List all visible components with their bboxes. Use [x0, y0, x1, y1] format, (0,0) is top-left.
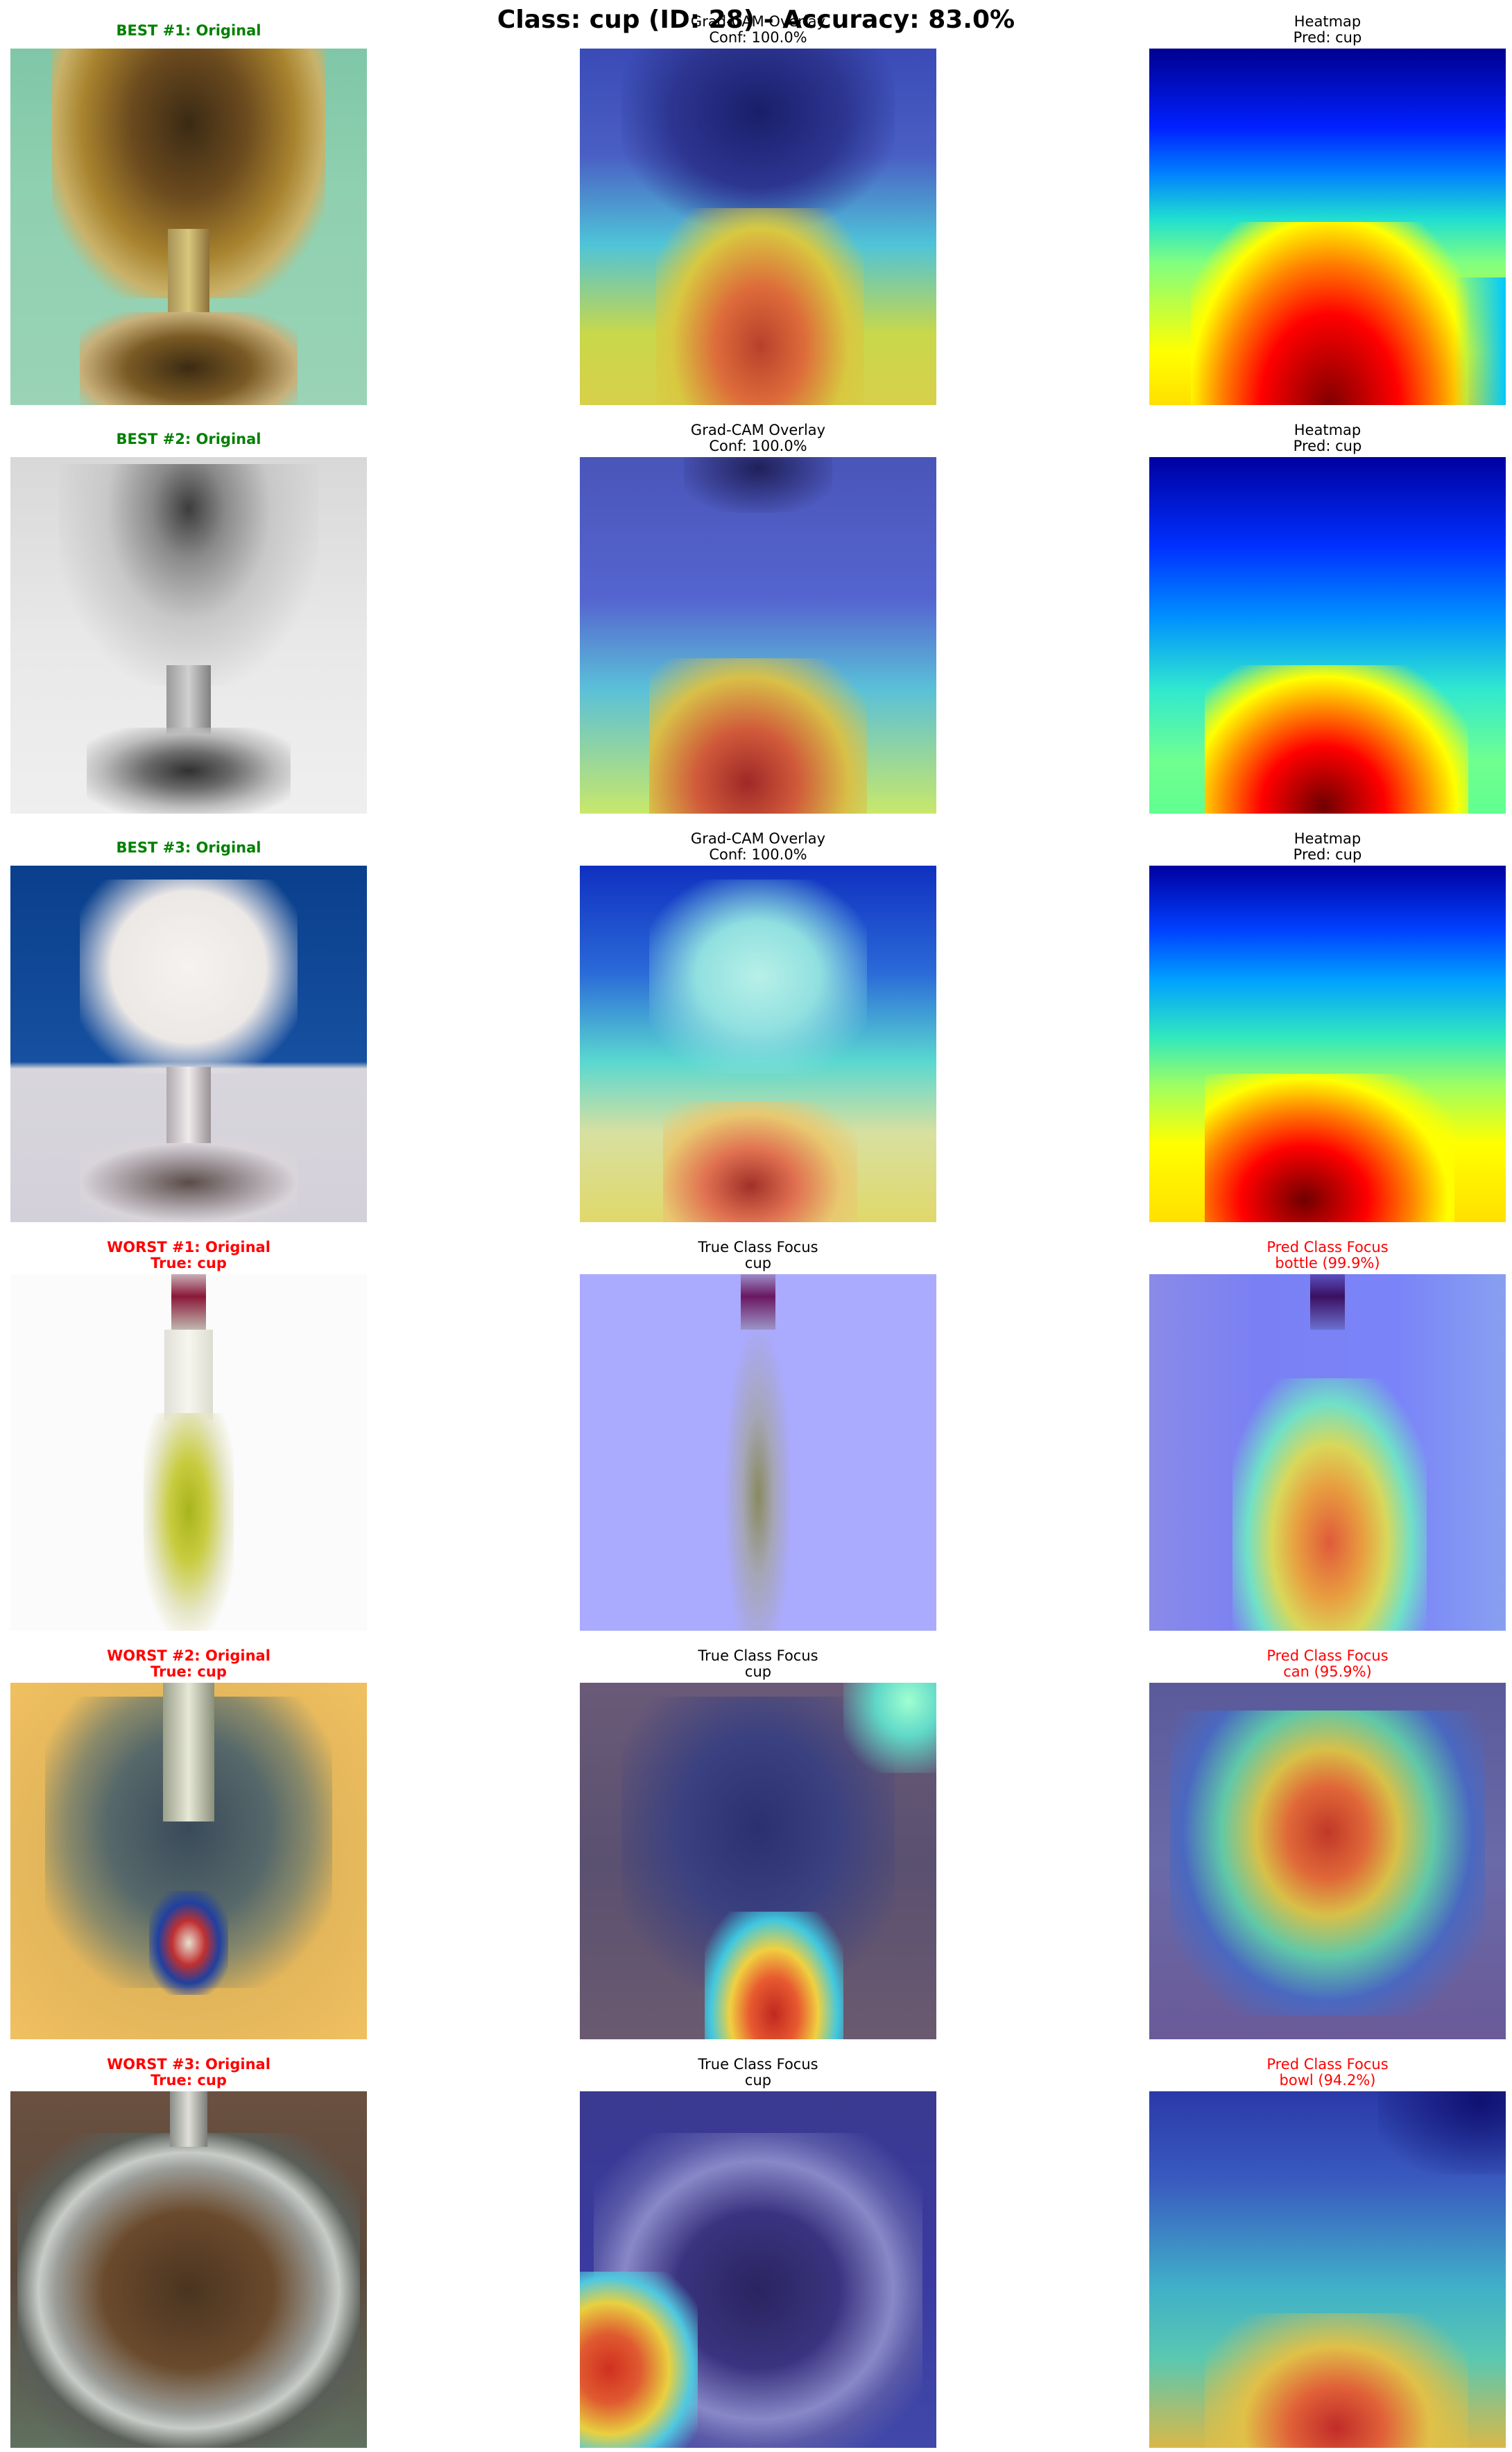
row5-original-title: WORST #2: Original True: cup [0, 1648, 409, 1680]
row3-original-title-line1: BEST #3: Original [116, 839, 261, 856]
row1-heatmap-title: Heatmap Pred: cup [1108, 14, 1512, 46]
row4-original-image [10, 1274, 367, 1631]
row2-original-image [10, 457, 367, 814]
row2-overlay-title-line1: Grad-CAM Overlay [690, 422, 826, 438]
row3-original-image [10, 866, 367, 1222]
row5-heatmap-title-line1: Pred Class Focus [1266, 1647, 1389, 1664]
row2-overlay-title-line2: Conf: 100.0% [709, 438, 807, 454]
row6-overlay-title-line2: cup [744, 2072, 772, 2089]
row6-heatmap-title-line2: bowl (94.2%) [1279, 2072, 1376, 2089]
row5-heatmap-title-line2: can (95.9%) [1283, 1663, 1372, 1680]
row1-original-title: BEST #1: Original [0, 23, 409, 39]
row1-heatmap-title-line2: Pred: cup [1293, 29, 1362, 46]
row4-heatmap-title-line1: Pred Class Focus [1266, 1239, 1389, 1255]
row3-overlay-title-line1: Grad-CAM Overlay [690, 830, 826, 847]
row1-original-title-line1: BEST #1: Original [116, 22, 261, 39]
row3-heatmap-title-line2: Pred: cup [1293, 846, 1362, 863]
row6-original-title-line2: True: cup [151, 2072, 227, 2089]
row4-true-class-focus [580, 1274, 936, 1631]
row6-heatmap-title-line1: Pred Class Focus [1266, 2056, 1389, 2073]
row1-overlay-title: Grad-CAM Overlay Conf: 100.0% [538, 14, 978, 46]
row3-heatmap [1149, 866, 1506, 1222]
row3-heatmap-title: Heatmap Pred: cup [1108, 831, 1512, 863]
row3-overlay-title: Grad-CAM Overlay Conf: 100.0% [538, 831, 978, 863]
row2-original-title-line1: BEST #2: Original [116, 431, 261, 447]
row6-overlay-title-line1: True Class Focus [698, 2056, 818, 2073]
row3-gradcam-overlay [580, 866, 936, 1222]
row2-heatmap-title: Heatmap Pred: cup [1108, 422, 1512, 454]
row4-overlay-title-line1: True Class Focus [698, 1239, 818, 1255]
row6-true-class-focus [580, 2091, 936, 2448]
figure-title: Class: cup (ID: 28) - Accuracy: 83.0% [497, 6, 1015, 34]
row5-overlay-title-line1: True Class Focus [698, 1647, 818, 1664]
row5-original-title-line2: True: cup [151, 1663, 227, 1680]
row4-overlay-title: True Class Focus cup [538, 1240, 978, 1271]
row4-original-title-line2: True: cup [151, 1255, 227, 1271]
row1-heatmap [1149, 49, 1506, 405]
row5-overlay-title-line2: cup [744, 1663, 772, 1680]
row6-original-title-line1: WORST #3: Original [107, 2056, 270, 2073]
row1-original-image [10, 49, 367, 405]
row5-original-title-line1: WORST #2: Original [107, 1647, 270, 1664]
row2-gradcam-overlay [580, 457, 936, 814]
row5-heatmap-title: Pred Class Focus can (95.9%) [1108, 1648, 1512, 1680]
row1-heatmap-title-line1: Heatmap [1294, 13, 1361, 30]
row5-pred-class-focus [1149, 1683, 1506, 2039]
row4-heatmap-title-line2: bottle (99.9%) [1275, 1255, 1380, 1271]
row6-overlay-title: True Class Focus cup [538, 2057, 978, 2089]
row6-heatmap-title: Pred Class Focus bowl (94.2%) [1108, 2057, 1512, 2089]
row4-heatmap-title: Pred Class Focus bottle (99.9%) [1108, 1240, 1512, 1271]
row3-overlay-title-line2: Conf: 100.0% [709, 846, 807, 863]
row2-overlay-title: Grad-CAM Overlay Conf: 100.0% [538, 422, 978, 454]
row4-overlay-title-line2: cup [744, 1255, 772, 1271]
row3-heatmap-title-line1: Heatmap [1294, 830, 1361, 847]
row6-original-image [10, 2091, 367, 2448]
row6-pred-class-focus [1149, 2091, 1506, 2448]
row3-original-title: BEST #3: Original [0, 840, 409, 856]
row2-heatmap-title-line2: Pred: cup [1293, 438, 1362, 454]
row4-original-title: WORST #1: Original True: cup [0, 1240, 409, 1271]
row5-overlay-title: True Class Focus cup [538, 1648, 978, 1680]
row5-true-class-focus [580, 1683, 936, 2039]
row2-original-title: BEST #2: Original [0, 431, 409, 447]
row1-gradcam-overlay [580, 49, 936, 405]
row2-heatmap [1149, 457, 1506, 814]
row4-original-title-line1: WORST #1: Original [107, 1239, 270, 1255]
row6-original-title: WORST #3: Original True: cup [0, 2057, 409, 2089]
row1-overlay-title-line1: Grad-CAM Overlay [690, 13, 826, 30]
row2-heatmap-title-line1: Heatmap [1294, 422, 1361, 438]
row4-pred-class-focus [1149, 1274, 1506, 1631]
row1-overlay-title-line2: Conf: 100.0% [709, 29, 807, 46]
row5-original-image [10, 1683, 367, 2039]
